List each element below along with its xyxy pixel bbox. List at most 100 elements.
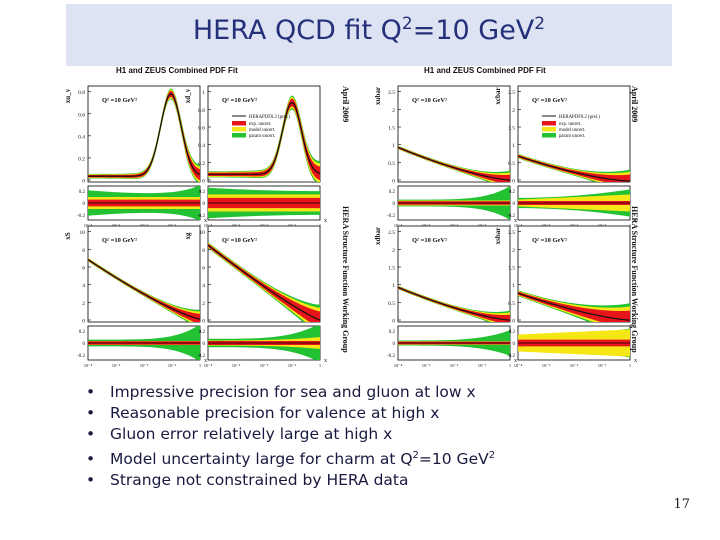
ratio-tick-label: 0.2 [199, 330, 206, 335]
central-curve [207, 244, 321, 321]
x-tick-label: 1 [199, 223, 202, 228]
ratio-tick-label: 0.2 [509, 190, 516, 195]
y-tick-label: 0.6 [198, 126, 205, 132]
ratio-tick-label: -0.2 [387, 354, 395, 359]
central-curve [87, 259, 201, 320]
ratio-tick-label: -0.2 [197, 214, 205, 219]
x-tick-label: 10⁻² [570, 223, 579, 228]
x-tick-label: 1 [199, 363, 202, 368]
exp-uncert-band [398, 286, 510, 322]
x-tick-label: 10⁻³ [422, 363, 431, 368]
x-tick-label: 10⁻¹ [288, 363, 297, 368]
x-axis-label: x [324, 358, 327, 364]
y-tick-label: 2 [512, 248, 515, 254]
scale-label: Q² =10 GeV² [222, 237, 257, 244]
y-tick-label: 1 [512, 283, 515, 289]
y-tick-label: 2 [202, 301, 205, 307]
y-tick-label: 6 [82, 266, 85, 272]
y-tick-label: 8 [82, 248, 85, 254]
bullet-list: • Impressive precision for sea and gluon … [86, 382, 495, 491]
legend-text: param uncert. [249, 134, 275, 139]
legend-swatch [232, 127, 246, 132]
y-axis-label: xd_v [184, 88, 192, 103]
exp-uncert-band [518, 154, 630, 182]
y-tick-label: 0.6 [78, 112, 85, 118]
x-axis-label: x [324, 218, 327, 224]
ratio-tick-label: 0.2 [199, 190, 206, 195]
x-tick-label: 10⁻³ [542, 223, 551, 228]
y-tick-label: 2 [392, 108, 395, 114]
y-axis-label: xu_v [64, 88, 72, 103]
title-banner [66, 4, 672, 66]
y-tick-label: 0.8 [198, 108, 205, 114]
y-tick-label: 0.2 [78, 156, 85, 162]
x-tick-label: 10⁻³ [422, 223, 431, 228]
x-tick-label: 10⁻² [260, 223, 269, 228]
y-axis-label: xubar [374, 87, 382, 105]
x-tick-label: 10⁻³ [232, 363, 241, 368]
x-tick-label: 10⁻² [450, 363, 459, 368]
ratio-tick-label: -0.2 [197, 354, 205, 359]
y-tick-label: 0.8 [78, 90, 85, 96]
y-tick-label: 0 [202, 319, 205, 325]
y-tick-label: 0 [392, 319, 395, 325]
legend-text: model uncert. [559, 128, 585, 133]
y-axis-label: xdbar [374, 227, 382, 245]
y-tick-label: 4 [82, 283, 85, 289]
y-tick-label: 0 [512, 319, 515, 325]
x-tick-label: 10⁻⁴ [394, 363, 403, 368]
central-curve [517, 155, 631, 182]
y-tick-label: 10 [80, 230, 86, 236]
ratio-tick-label: 0.2 [79, 190, 86, 195]
legend-swatch [542, 121, 556, 126]
y-tick-label: 2 [392, 248, 395, 254]
x-tick-label: 10⁻⁴ [84, 223, 93, 228]
scale-label: Q² =10 GeV² [412, 237, 447, 244]
x-axis-label: x [514, 358, 517, 364]
ratio-tick-label: 0 [393, 342, 396, 347]
scale-label: Q² =10 GeV² [102, 97, 137, 104]
ratio-tick-label: 0.2 [509, 330, 516, 335]
ratio-tick-label: 0 [203, 202, 206, 207]
ratio-tick-label: 0.2 [79, 330, 86, 335]
x-tick-label: 1 [509, 223, 512, 228]
x-axis-label: x [514, 218, 517, 224]
y-tick-label: 0 [512, 179, 515, 185]
y-tick-label: 0 [82, 319, 85, 325]
scale-label: Q² =10 GeV² [412, 97, 447, 104]
x-tick-label: 10⁻⁴ [84, 363, 93, 368]
panel-frame [517, 85, 631, 183]
legend-swatch [542, 133, 556, 138]
x-tick-label: 10⁻³ [112, 223, 121, 228]
x-tick-label: 10⁻⁴ [204, 223, 213, 228]
ratio-tick-label: 0 [393, 202, 396, 207]
group-title-right: H1 and ZEUS Combined PDF Fit [424, 66, 546, 75]
y-tick-label: 2.5 [388, 90, 395, 96]
x-tick-label: 10⁻⁴ [394, 223, 403, 228]
x-tick-label: 10⁻¹ [168, 223, 177, 228]
scale-label: Q² =10 GeV² [532, 237, 567, 244]
y-tick-label: 1 [392, 283, 395, 289]
x-tick-label: 10⁻² [140, 363, 149, 368]
x-axis-label: x [204, 358, 207, 364]
central-curve [517, 292, 631, 321]
x-tick-label: 10⁻² [450, 223, 459, 228]
x-tick-label: 10⁻¹ [168, 363, 177, 368]
group-title-left: H1 and ZEUS Combined PDF Fit [116, 66, 238, 75]
y-tick-label: 1.5 [388, 126, 395, 132]
bullet-item: • Gluon error relatively large at high x [86, 425, 393, 443]
x-tick-label: 10⁻¹ [598, 223, 607, 228]
y-axis-label: xg [184, 232, 192, 240]
y-tick-label: 1 [392, 143, 395, 149]
x-tick-label: 10⁻³ [112, 363, 121, 368]
y-tick-label: 2.5 [508, 230, 515, 236]
x-tick-label: 1 [629, 363, 632, 368]
y-tick-label: 0.5 [508, 301, 515, 307]
scale-label: Q² =10 GeV² [102, 237, 137, 244]
x-tick-label: 10⁻⁴ [204, 363, 213, 368]
y-tick-label: 0.2 [198, 161, 205, 167]
x-tick-label: 10⁻² [570, 363, 579, 368]
x-tick-label: 10⁻³ [542, 363, 551, 368]
y-tick-label: 0.4 [198, 143, 205, 149]
y-tick-label: 8 [202, 248, 205, 254]
